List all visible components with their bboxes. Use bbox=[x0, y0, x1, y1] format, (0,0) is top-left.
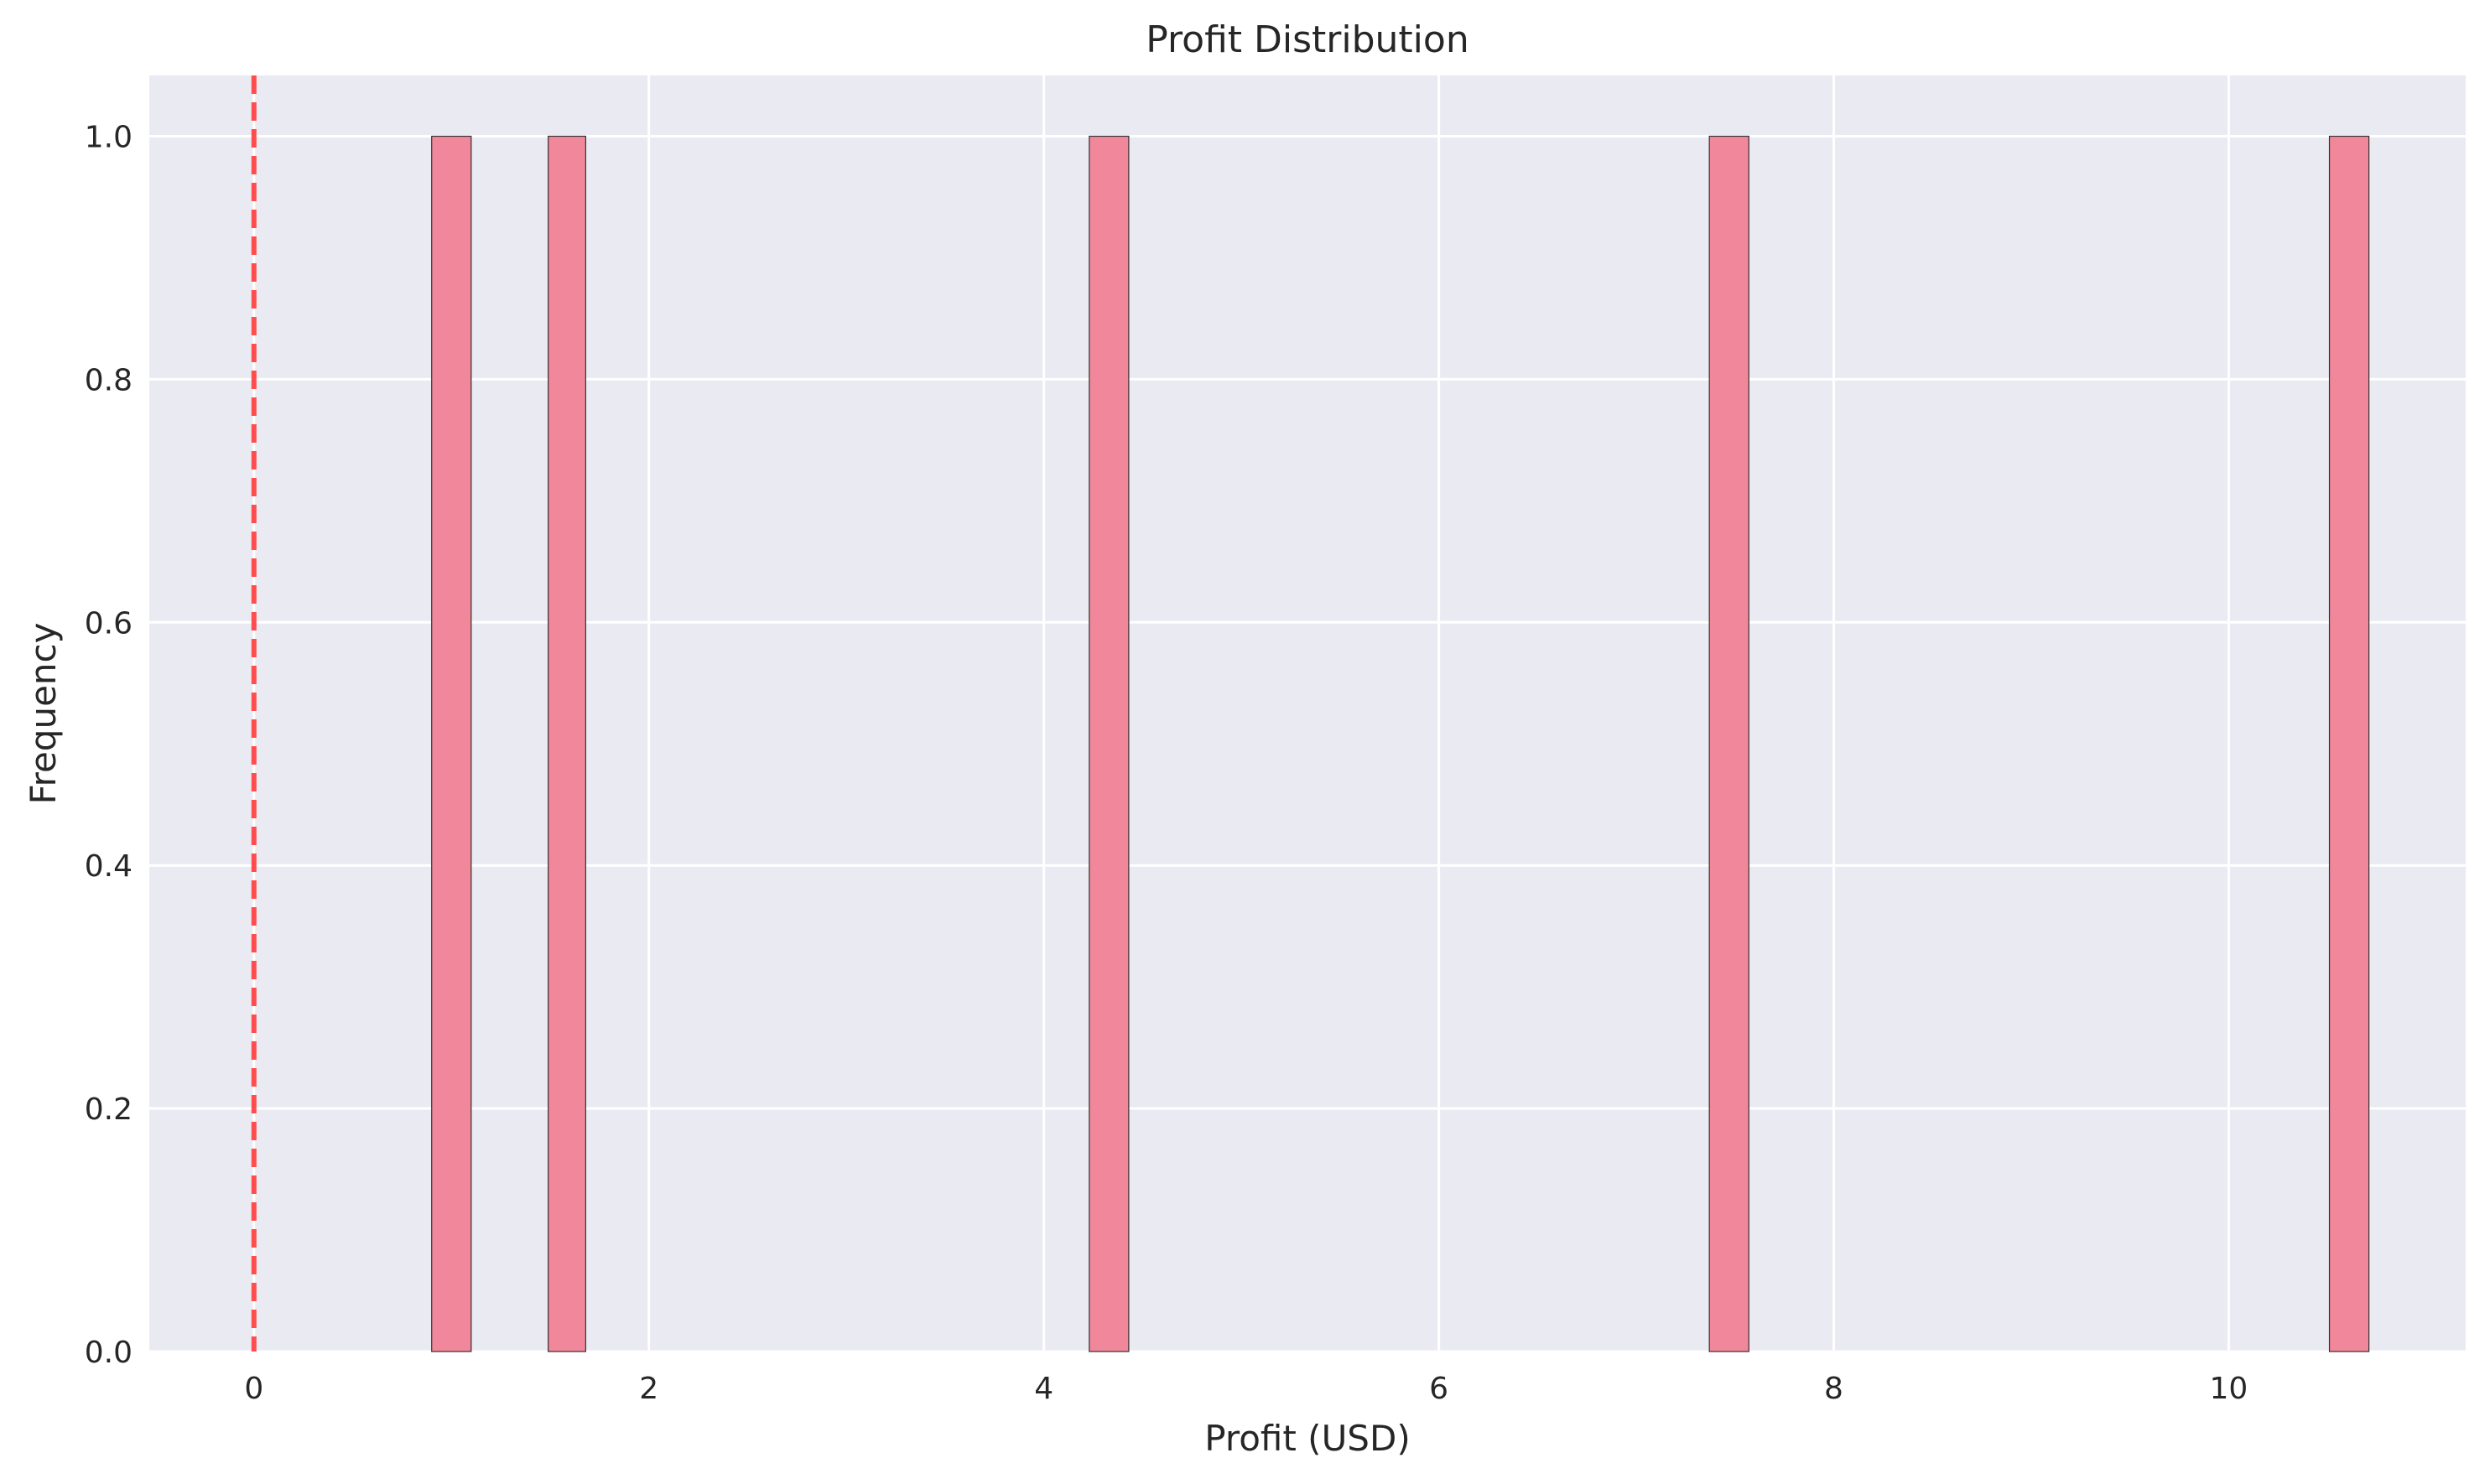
y-tick-label: 0.6 bbox=[85, 606, 133, 641]
chart-title: Profit Distribution bbox=[1146, 18, 1469, 61]
histogram-bar bbox=[1089, 135, 1130, 1352]
histogram-bar bbox=[431, 135, 472, 1352]
y-tick-label: 0.8 bbox=[85, 363, 133, 397]
histogram-bars bbox=[431, 135, 2370, 1352]
x-tick-label: 6 bbox=[1429, 1372, 1448, 1406]
y-axis-label: Frequency bbox=[23, 623, 64, 805]
y-tick-label: 0.2 bbox=[85, 1092, 133, 1127]
y-tick-label: 0.4 bbox=[85, 849, 133, 884]
grid-lines bbox=[149, 75, 2466, 1353]
x-tick-label: 10 bbox=[2210, 1372, 2248, 1406]
x-tick-label: 4 bbox=[1034, 1372, 1053, 1406]
plot-area bbox=[149, 75, 2466, 1352]
x-tick-labels: 0 2 4 6 8 10 bbox=[244, 1372, 2248, 1406]
histogram-bar bbox=[1708, 135, 1749, 1352]
x-tick-label: 8 bbox=[1824, 1372, 1843, 1406]
y-tick-label: 1.0 bbox=[85, 120, 133, 154]
y-tick-label: 0.0 bbox=[85, 1336, 133, 1370]
y-tick-labels: 0.0 0.2 0.4 0.6 0.8 1.0 bbox=[85, 120, 133, 1370]
histogram-bar bbox=[2328, 135, 2370, 1352]
x-tick-label: 2 bbox=[639, 1372, 658, 1406]
x-axis-label: Profit (USD) bbox=[1204, 1418, 1410, 1459]
histogram-bar bbox=[548, 135, 586, 1352]
x-tick-label: 0 bbox=[244, 1372, 263, 1406]
